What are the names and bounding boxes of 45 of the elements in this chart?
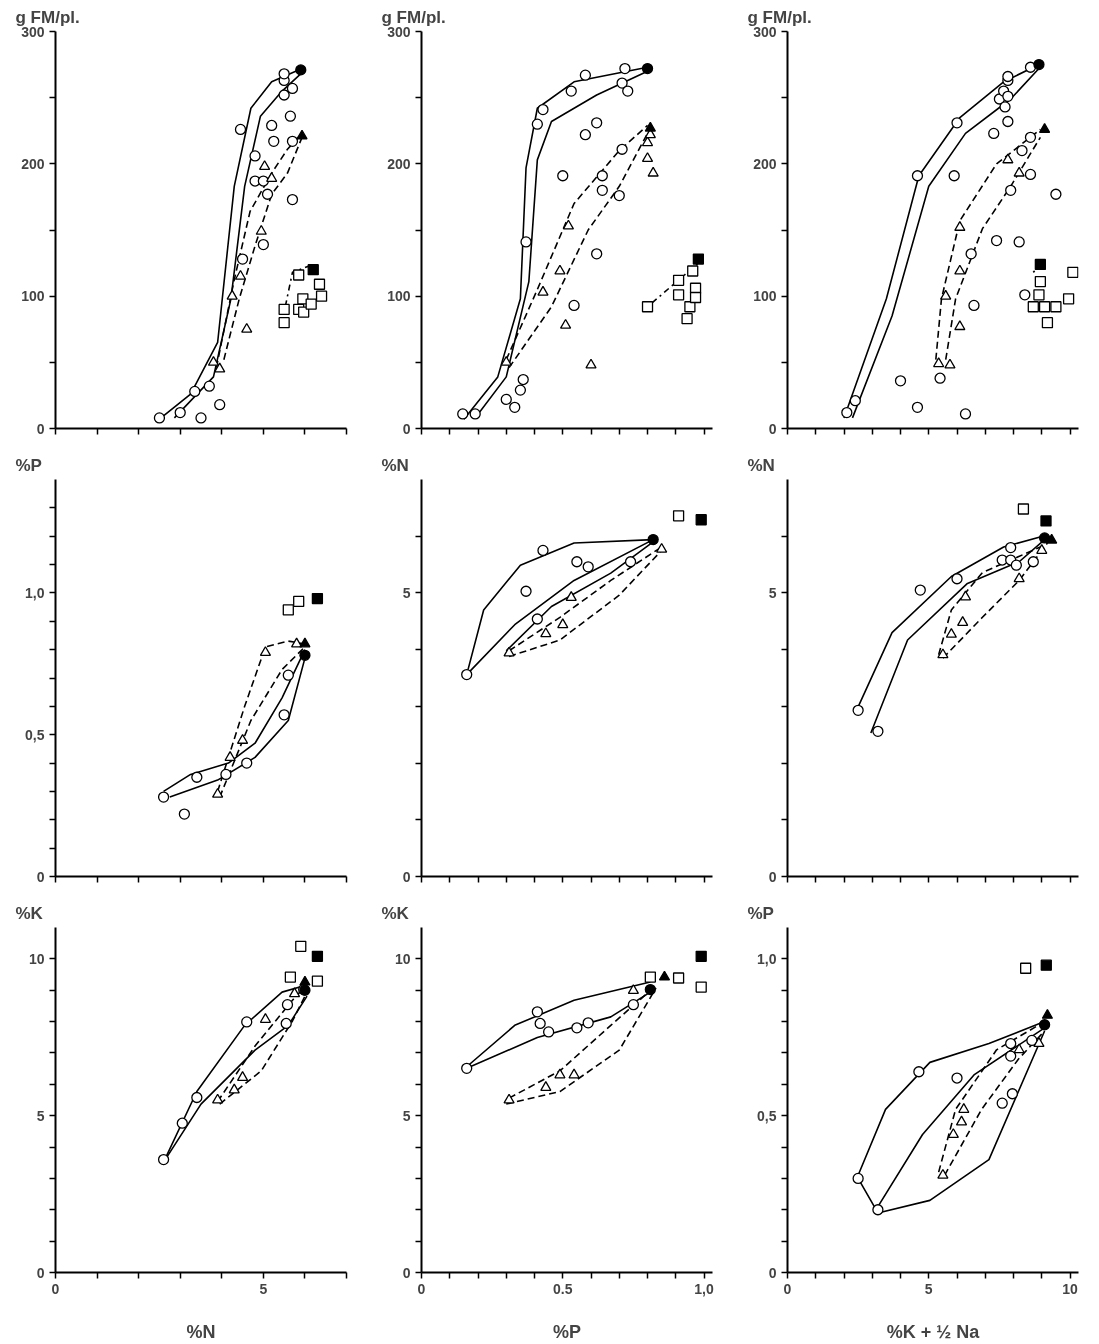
x-tick-label: 0 — [51, 1280, 60, 1297]
y-tick-label: 0 — [768, 420, 777, 437]
x-axis-title: %N — [186, 1321, 216, 1342]
y-tick-label: 5 — [36, 1107, 45, 1124]
x-tick-label: 10 — [1062, 1280, 1079, 1297]
x-axis-title: %P — [552, 1321, 582, 1342]
y-tick-label: 0 — [402, 1264, 411, 1281]
x-tick-label: 1,0 — [694, 1280, 714, 1297]
y-tick-label: 5 — [768, 584, 777, 601]
x-tick-label: 0.5 — [553, 1280, 573, 1297]
y-tick-label: 200 — [753, 155, 777, 172]
y-tick-label: 5 — [402, 1107, 411, 1124]
y-axis-title: g FM/pl. — [381, 7, 446, 27]
y-axis-title: %N — [381, 455, 409, 475]
y-tick-label: 0,5 — [757, 1107, 777, 1124]
x-tick-label: 5 — [924, 1280, 933, 1297]
x-tick-label: 0 — [417, 1280, 426, 1297]
y-tick-label: 100 — [21, 288, 45, 305]
y-tick-label: 0 — [36, 868, 45, 885]
x-tick-label: 0 — [783, 1280, 792, 1297]
y-tick-label: 5 — [402, 584, 411, 601]
y-tick-label: 100 — [387, 288, 411, 305]
y-tick-label: 0 — [36, 1264, 45, 1281]
y-tick-label: 200 — [21, 155, 45, 172]
y-tick-label: 0 — [768, 1264, 777, 1281]
y-tick-label: 0 — [402, 420, 411, 437]
y-tick-label: 100 — [753, 288, 777, 305]
y-tick-label: 0 — [768, 868, 777, 885]
y-axis-title: %P — [15, 455, 42, 475]
y-tick-label: 0 — [402, 868, 411, 885]
y-axis-title: %N — [747, 455, 775, 475]
y-axis-title: %P — [747, 903, 774, 923]
y-tick-label: 200 — [387, 155, 411, 172]
y-axis-title: g FM/pl. — [747, 7, 812, 27]
y-tick-label: 10 — [394, 950, 411, 967]
x-tick-label: 5 — [259, 1280, 268, 1297]
y-tick-label: 0 — [36, 420, 45, 437]
y-axis-title: %K — [15, 903, 44, 923]
y-tick-label: 10 — [28, 950, 45, 967]
y-axis-title: %K — [381, 903, 410, 923]
y-tick-label: 0,5 — [25, 726, 45, 743]
y-tick-label: 1,0 — [25, 584, 45, 601]
y-axis-title: g FM/pl. — [15, 7, 80, 27]
x-axis-title: %K + ½ Na — [886, 1321, 981, 1342]
y-tick-label: 1,0 — [757, 950, 777, 967]
